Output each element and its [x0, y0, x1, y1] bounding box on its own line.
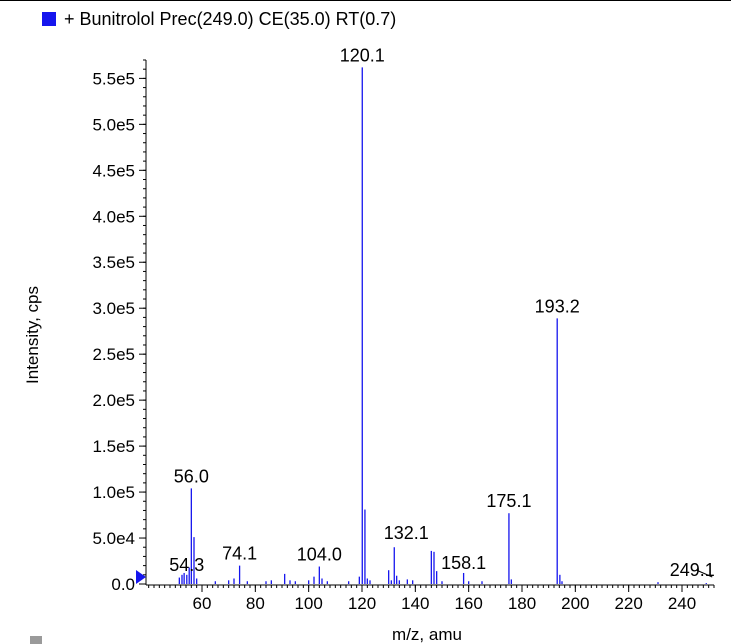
- y-tick-label: 4.0e5: [92, 207, 135, 226]
- y-tick-label: 5.5e5: [92, 69, 135, 88]
- x-tick-label: 160: [454, 594, 482, 613]
- y-axis-label: Intensity, cps: [23, 286, 42, 384]
- peak-labels-layer: 120.1 193.2 175.1 56.0 132.1 54.3 74.1 104.0 158…: [169, 45, 715, 580]
- x-tick-label: 180: [508, 594, 536, 613]
- y-tick-label: 3.0e5: [92, 299, 135, 318]
- y-tick-label: 2.5e5: [92, 345, 135, 364]
- peak-label: 132.1: [384, 523, 429, 543]
- peak-label: 104.0: [297, 545, 342, 565]
- bottom-legend-swatch: [30, 636, 42, 644]
- peak-label-leader: [696, 569, 713, 578]
- peak-label: 193.2: [535, 296, 580, 316]
- x-axis-label: m/z, amu: [392, 625, 462, 644]
- y-tick-label: 0.0: [111, 575, 135, 594]
- x-tick-label: 220: [614, 594, 642, 613]
- y-tick-label: 3.5e5: [92, 253, 135, 272]
- peak-label: 175.1: [486, 491, 531, 511]
- x-tick-label: 140: [401, 594, 429, 613]
- peak-label: 249.1: [670, 560, 715, 580]
- y-tick-label: 5.0e4: [92, 529, 135, 548]
- legend-swatch: [42, 12, 56, 26]
- y-tick-label: 1.5e5: [92, 437, 135, 456]
- x-tick-label: 80: [246, 594, 265, 613]
- peak-label: 120.1: [340, 45, 385, 65]
- y-tick-label: 4.5e5: [92, 161, 135, 180]
- x-tick-label: 200: [561, 594, 589, 613]
- y-tick-label: 5.0e5: [92, 115, 135, 134]
- x-tick-label: 100: [294, 594, 322, 613]
- peak-label: 54.3: [169, 555, 204, 575]
- peaks-layer: [178, 67, 707, 584]
- baseline-marker-icon: [136, 570, 146, 584]
- x-axis: 60 80 100 120 140 160 180 200 220 240: [146, 584, 715, 613]
- legend: + Bunitrolol Prec(249.0) CE(35.0) RT(0.7…: [42, 8, 396, 30]
- x-tick-label: 120: [348, 594, 376, 613]
- peak-label: 74.1: [222, 544, 257, 564]
- x-tick-label: 240: [668, 594, 696, 613]
- legend-label: + Bunitrolol Prec(249.0) CE(35.0) RT(0.7…: [64, 8, 397, 29]
- y-tick-label: 2.0e5: [92, 391, 135, 410]
- x-tick-label: 60: [193, 594, 212, 613]
- y-tick-label: 1.0e5: [92, 483, 135, 502]
- top-border: [0, 0, 731, 1]
- peak-label: 158.1: [441, 553, 486, 573]
- peak-label: 56.0: [174, 466, 209, 486]
- y-axis: 0.0 5.0e4 1.0e5 1.5e5 2.0e5 2.5e5 3.0e5 3.5e5 4.…: [92, 59, 147, 594]
